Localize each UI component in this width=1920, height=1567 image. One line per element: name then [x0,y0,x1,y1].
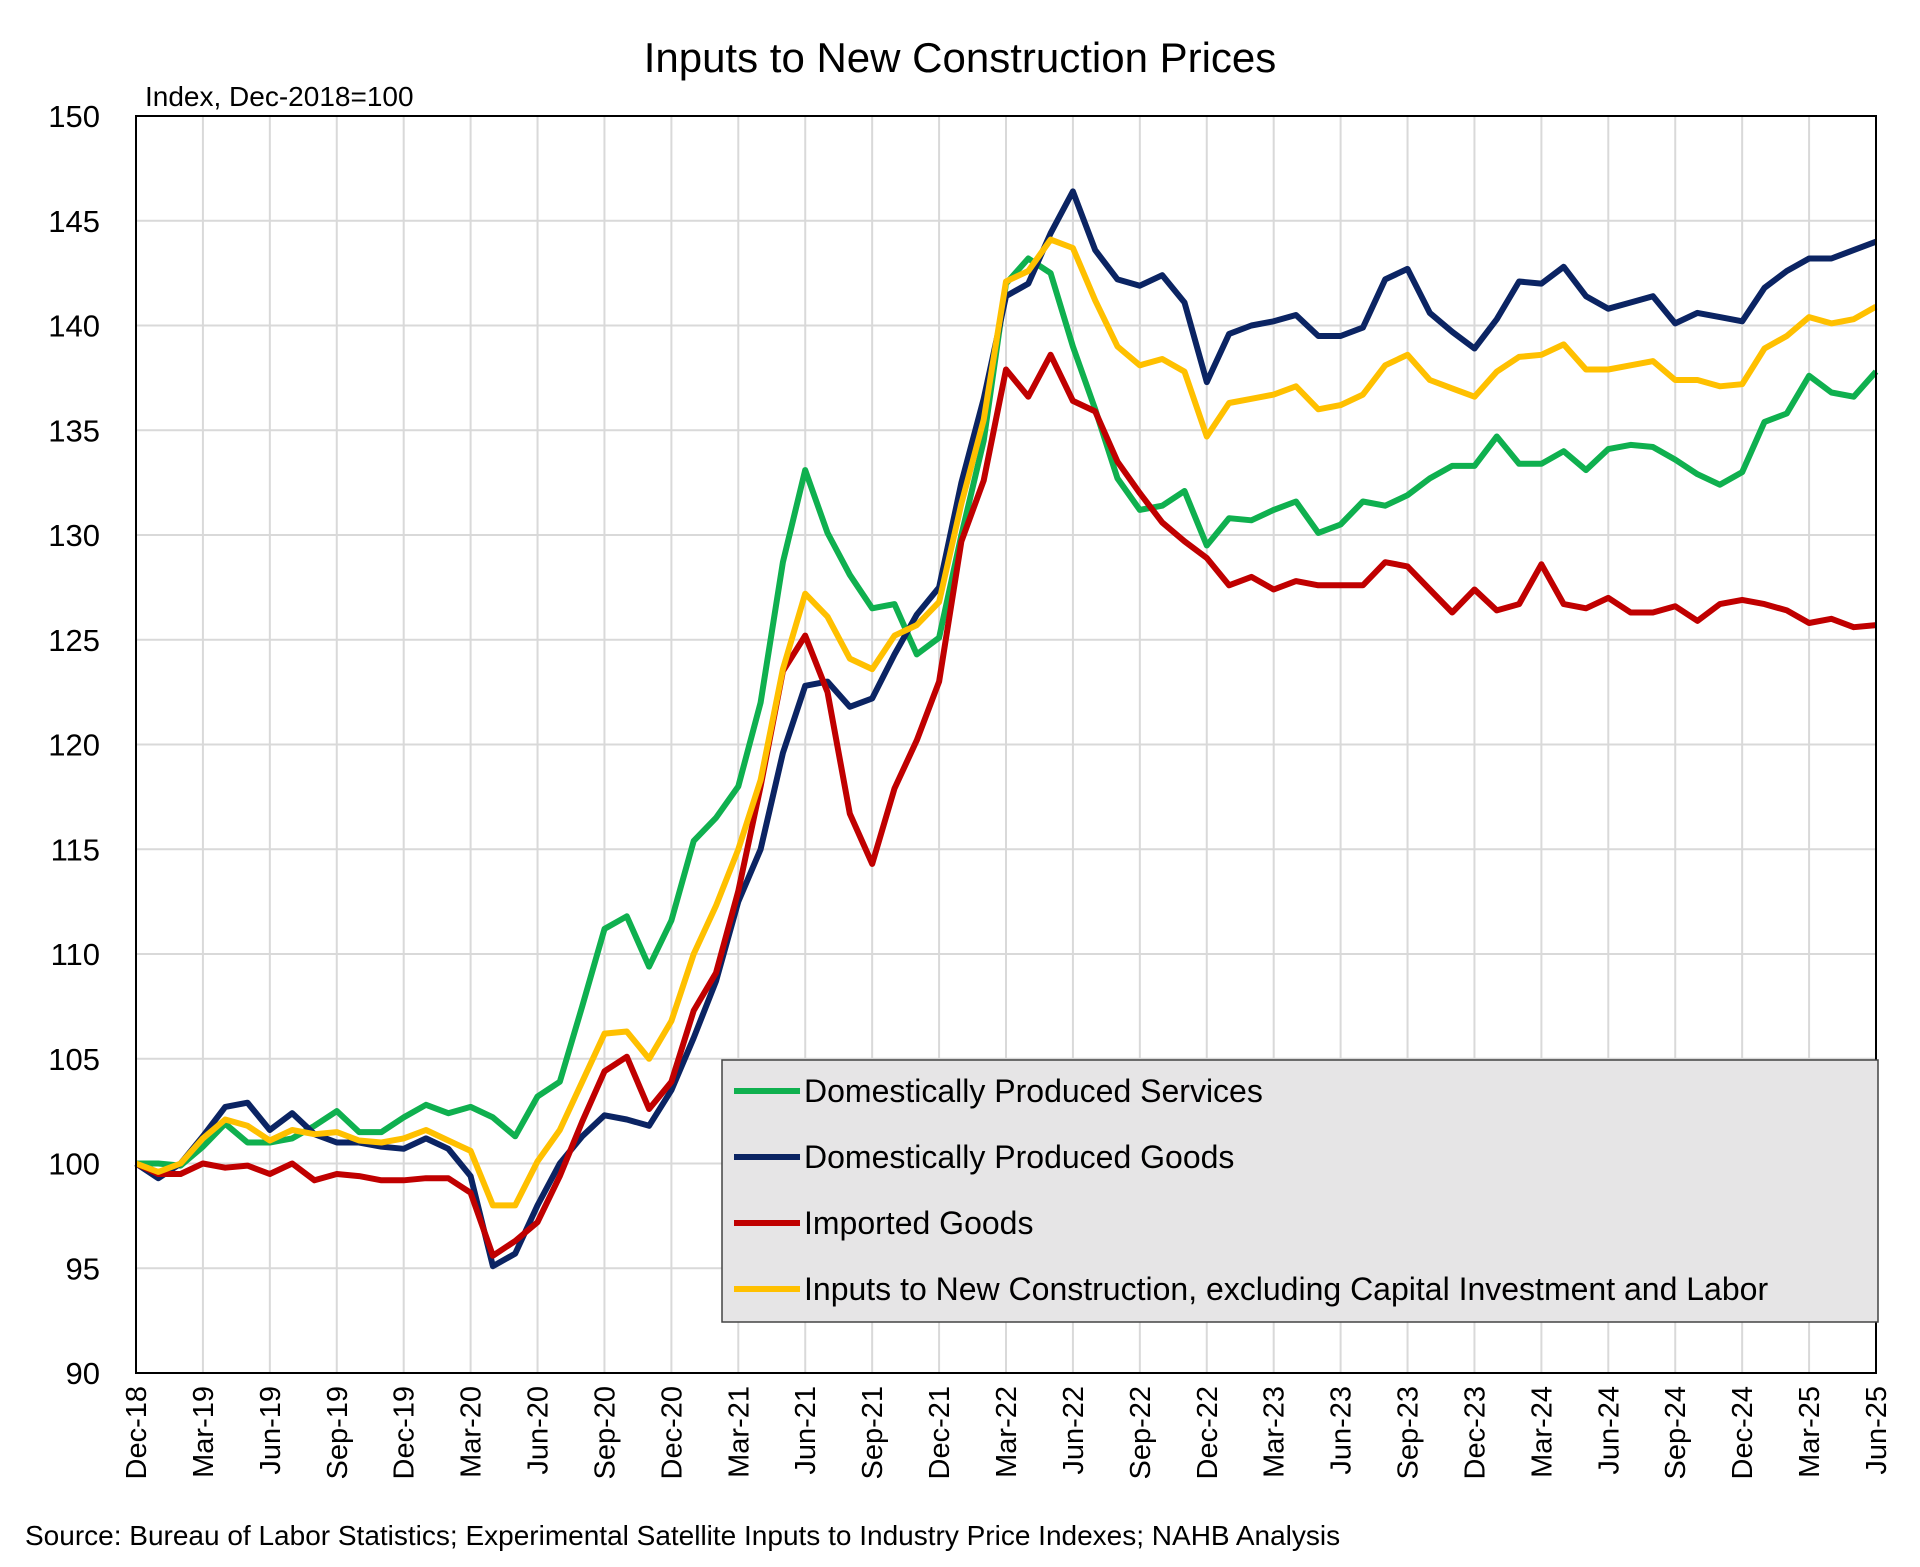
x-tick-label: Jun-24 [1593,1386,1625,1475]
y-tick-label: 145 [48,204,100,239]
series-line-3 [134,236,1878,1209]
x-tick-label: Jun-25 [1861,1386,1893,1475]
x-tick-label: Dec-21 [924,1386,956,1480]
legend-box [721,1059,1879,1323]
legend-label: Domestically Produced Services [804,1073,1263,1109]
y-tick-label: 120 [48,728,100,763]
x-tick-label: Jun-20 [523,1386,555,1475]
legend-label: Imported Goods [804,1205,1033,1241]
x-tick-label: Mar-23 [1259,1386,1291,1478]
y-tick-label: 125 [48,623,100,658]
x-tick-label: Mar-22 [991,1386,1023,1478]
y-tick-label: 135 [48,413,100,448]
y-axis-label: Index, Dec-2018=100 [145,81,414,112]
x-tick-label: Mar-21 [723,1386,755,1478]
x-tick-label: Dec-23 [1459,1386,1491,1480]
y-tick-label: 95 [66,1251,100,1286]
x-tick-label: Dec-19 [389,1386,421,1480]
x-tick-label: Jun-23 [1326,1386,1358,1475]
chart-title: Inputs to New Construction Prices [644,34,1277,81]
x-tick-label: Dec-18 [121,1386,153,1480]
x-tick-label: Mar-24 [1526,1386,1558,1478]
plot-frame [135,115,1877,1374]
y-tick-label: 90 [66,1356,100,1391]
series-line-2 [134,351,1877,1259]
y-tick-label: 100 [48,1147,100,1182]
x-tick-label: Sep-24 [1660,1386,1692,1480]
y-tick-label: 110 [51,937,100,972]
x-tick-label: Mar-19 [188,1386,220,1478]
x-tick-label: Sep-19 [322,1386,354,1480]
y-tick-label: 150 [48,99,100,134]
legend: Domestically Produced Services Domestical… [721,1059,1879,1323]
x-tick-label: Jun-21 [790,1386,822,1475]
x-axis-ticks: Dec-18 Mar-19 Jun-19 Sep-19 Dec-19 Mar-20 Jun-… [121,1386,1893,1480]
x-tick-label: Dec-22 [1192,1386,1224,1480]
x-tick-label: Dec-20 [656,1386,688,1480]
source-note: Source: Bureau of Labor Statistics; Expe… [25,1520,1340,1551]
legend-label: Domestically Produced Goods [804,1139,1234,1175]
x-tick-label: Mar-20 [456,1386,488,1478]
y-tick-label: 115 [51,832,100,867]
y-axis-ticks: 90 95 100 105 110 115 120 125 130 135 140 145 150 [48,99,100,1391]
x-tick-label: Sep-21 [857,1386,889,1480]
y-tick-label: 130 [48,518,100,553]
x-tick-label: Mar-25 [1794,1386,1826,1478]
x-tick-label: Sep-23 [1393,1386,1425,1480]
x-tick-label: Dec-24 [1727,1386,1759,1480]
y-tick-label: 140 [48,309,100,344]
series-lines [134,188,1879,1270]
y-tick-label: 105 [48,1042,100,1077]
x-tick-label: Jun-19 [255,1386,287,1475]
x-tick-label: Sep-20 [589,1386,621,1480]
x-tick-label: Jun-22 [1058,1386,1090,1475]
legend-label: Inputs to New Construction, excluding Ca… [804,1271,1768,1307]
x-tick-label: Sep-22 [1125,1386,1157,1480]
